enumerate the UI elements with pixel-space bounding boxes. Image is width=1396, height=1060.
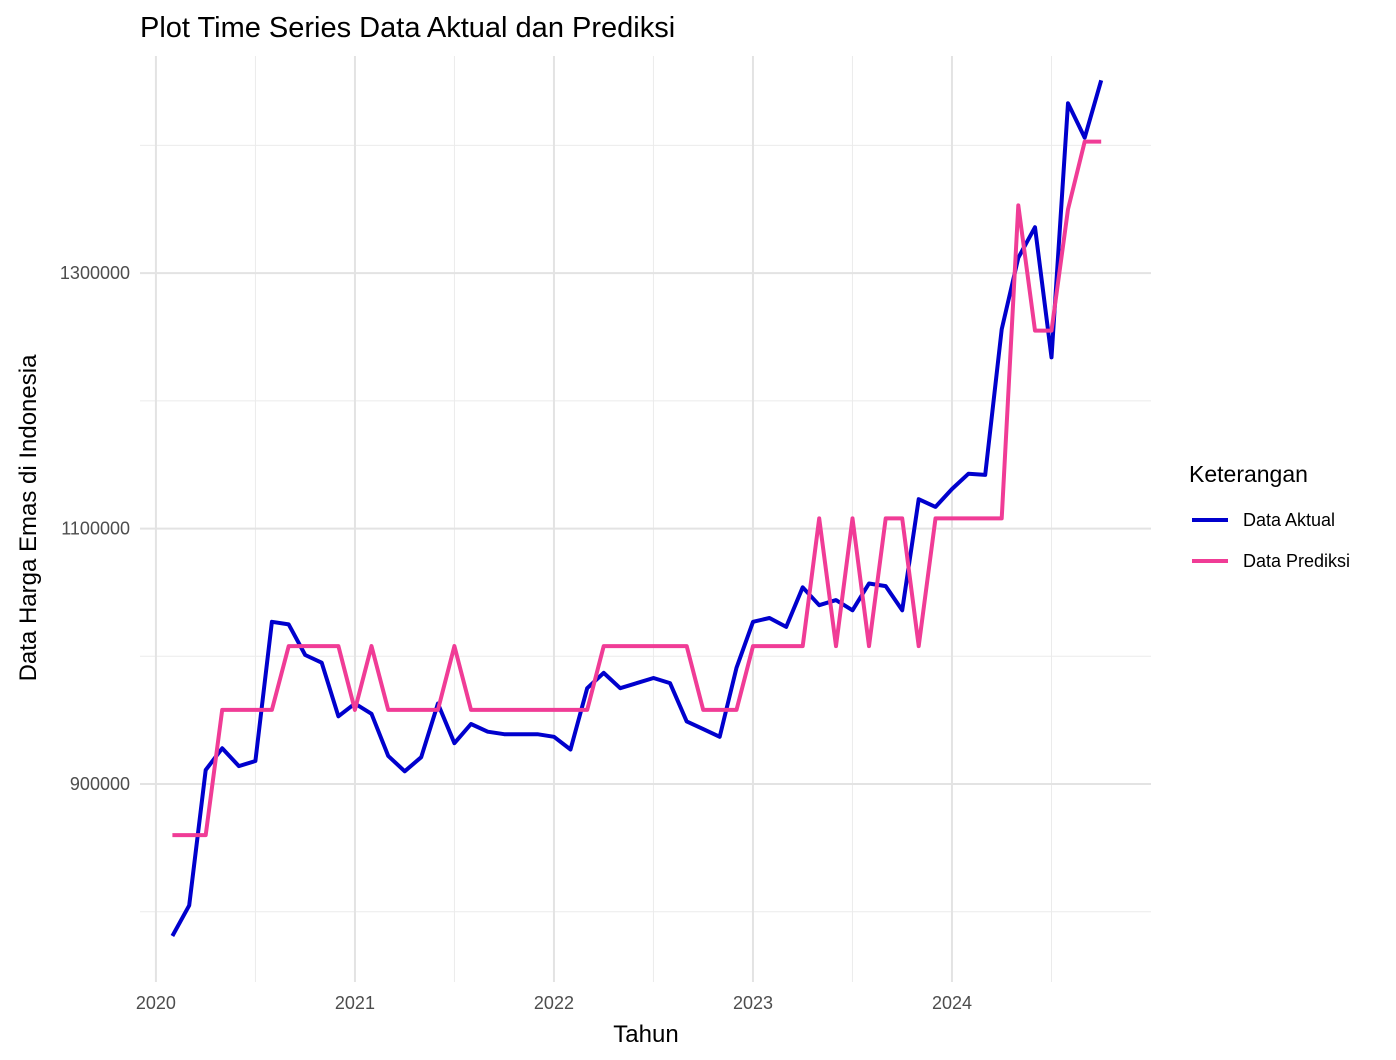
- series-line-data-aktual: [170, 79, 1104, 937]
- x-tick-label: 2021: [335, 993, 375, 1013]
- series-line-data-prediksi: [172, 139, 1102, 838]
- y-axis-tick-labels: 900000 1100000 1300000: [60, 263, 130, 794]
- chart-title: Plot Time Series Data Aktual dan Prediks…: [140, 12, 675, 44]
- y-tick-label: 1100000: [61, 519, 130, 539]
- legend-item-data-prediksi: Data Prediksi: [1192, 551, 1350, 571]
- y-tick-label: 1300000: [60, 263, 130, 283]
- x-tick-label: 2022: [534, 993, 574, 1013]
- legend-label: Data Aktual: [1243, 510, 1335, 530]
- x-tick-label: 2024: [932, 993, 972, 1013]
- legend-item-data-aktual: Data Aktual: [1192, 510, 1335, 530]
- legend: Keterangan Data Aktual Data Prediksi: [1189, 461, 1350, 571]
- y-axis-title: Data Harga Emas di Indonesia: [15, 354, 42, 682]
- x-tick-label: 2023: [733, 993, 773, 1013]
- y-tick-label: 900000: [70, 774, 130, 794]
- legend-label: Data Prediksi: [1243, 551, 1350, 571]
- legend-items: Data Aktual Data Prediksi: [1192, 510, 1350, 571]
- legend-title: Keterangan: [1189, 461, 1308, 487]
- x-axis-tick-labels: 2020 2021 2022 2023 2024: [136, 993, 972, 1013]
- x-axis-title: Tahun: [613, 1021, 678, 1048]
- series-layer: [170, 79, 1104, 937]
- x-tick-label: 2020: [136, 993, 176, 1013]
